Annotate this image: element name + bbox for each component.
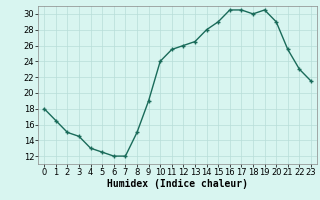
- X-axis label: Humidex (Indice chaleur): Humidex (Indice chaleur): [107, 179, 248, 189]
